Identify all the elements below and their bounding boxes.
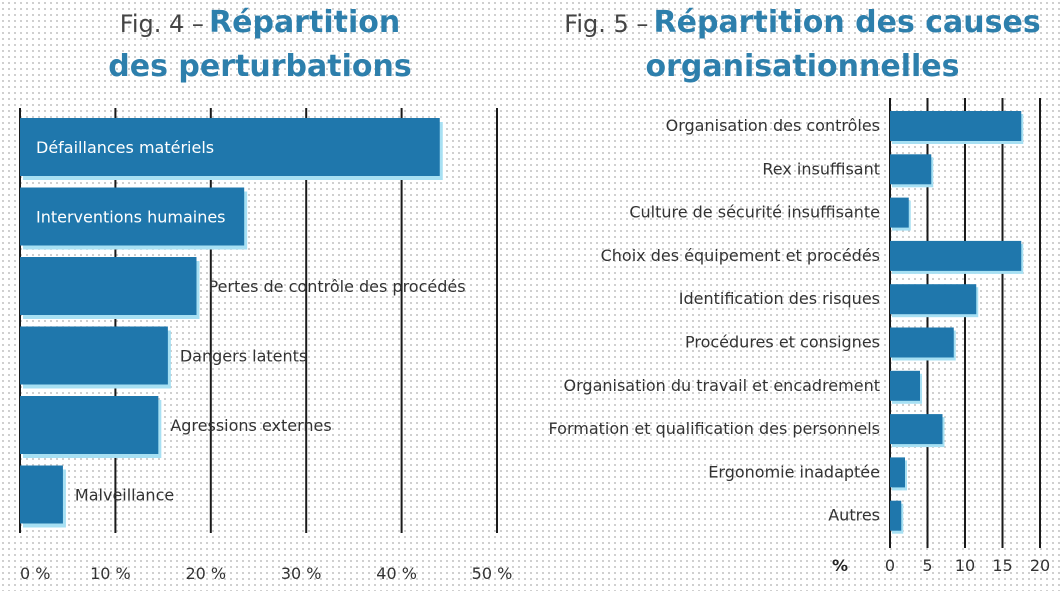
fig5-x-tick-label: 15: [992, 556, 1012, 575]
fig4-bar: [20, 257, 197, 315]
fig5-category-label: Culture de sécurité insuffisante: [629, 203, 880, 222]
fig5-bar: [890, 154, 932, 185]
fig4-title: Fig. 4 – Répartition des perturbations: [20, 3, 500, 87]
fig5-category-label: Autres: [828, 506, 880, 525]
fig4-bar: [20, 396, 159, 454]
fig5-x-tick-label: 5: [922, 556, 932, 575]
fig4-bar: [20, 118, 440, 176]
fig5-category-label: Organisation des contrôles: [666, 116, 880, 135]
fig4-bar-label: Pertes de contrôle des procédés: [208, 277, 465, 296]
fig4-bar: [20, 465, 63, 524]
fig5-bar: [890, 111, 1022, 141]
fig4-x-tick-label: 30 %: [281, 564, 322, 583]
fig5-bar: [890, 414, 943, 445]
fig5-x-tick-label: 10: [955, 556, 975, 575]
fig5-bar: [890, 370, 920, 401]
fig5-title-line1: Répartition des causes: [653, 5, 1041, 40]
fig4-x-tick-label: 20 %: [185, 564, 226, 583]
fig5-bar: [890, 457, 905, 488]
fig5-category-label: Ergonomie inadaptée: [708, 462, 880, 481]
fig4-bar-label: Interventions humaines: [36, 208, 226, 227]
fig4-bar-label: Malveillance: [75, 486, 174, 505]
fig5-category-label: Choix des équipement et procédés: [601, 246, 880, 265]
fig4-x-tick-label: 10 %: [90, 564, 131, 583]
fig5-bar: [890, 284, 977, 315]
fig4-bar-label: Dangers latents: [180, 347, 307, 366]
fig4-x-tick-label: 50 %: [472, 564, 513, 583]
fig4-title-line1: Répartition: [209, 5, 401, 40]
fig5-category-label: Procédures et consignes: [685, 333, 880, 352]
fig5-bar: [890, 327, 954, 358]
fig5-category-label: Identification des risques: [679, 289, 880, 308]
fig5-title: Fig. 5 – Répartition des causes organisa…: [555, 3, 1050, 87]
fig5-title-line2: organisationnelles: [645, 49, 960, 84]
fig5-category-label: Organisation du travail et encadrement: [564, 376, 880, 395]
fig4-bar-label: Défaillances matériels: [36, 138, 214, 157]
fig4-x-tick-label: 40 %: [376, 564, 417, 583]
fig5-bar: [890, 500, 902, 531]
fig5-unit-label: %: [832, 556, 848, 575]
fig4-bar: [20, 326, 168, 385]
fig5-bar: [890, 240, 1022, 271]
fig5-category-label: Rex insuffisant: [762, 159, 880, 178]
fig4-x-tick-label: 0 %: [20, 564, 50, 583]
fig4-title-line2: des perturbations: [108, 49, 412, 84]
fig5-category-label: Formation et qualification des personnel…: [549, 419, 880, 438]
fig4-bar-label: Agressions externes: [170, 416, 331, 435]
fig5-bar: [890, 197, 909, 228]
fig5-x-tick-label: 0: [885, 556, 895, 575]
fig5-x-tick-label: 20: [1030, 556, 1050, 575]
fig5-title-prefix: Fig. 5 –: [564, 10, 649, 38]
fig4-title-prefix: Fig. 4 –: [119, 10, 204, 38]
fig4-bar: [20, 187, 245, 246]
